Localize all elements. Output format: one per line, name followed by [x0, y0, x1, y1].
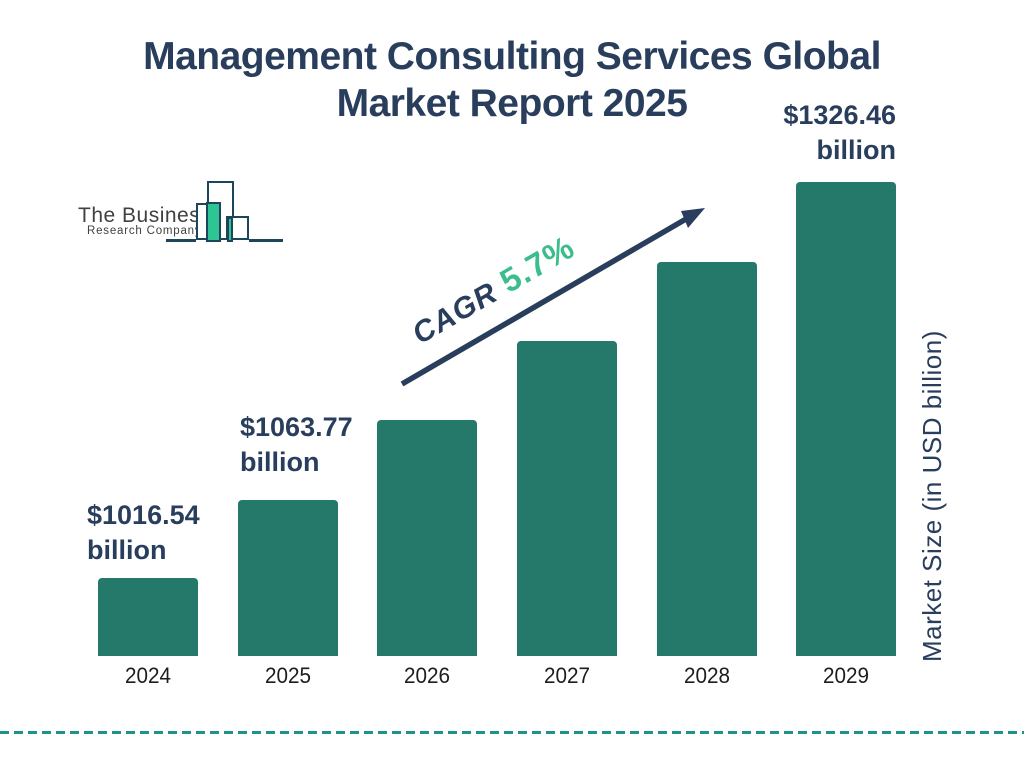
chart-title-line1: Management Consulting Services Global [143, 35, 881, 78]
bar-2029 [796, 182, 896, 656]
value-unit-2025: billion [240, 447, 320, 477]
value-unit-2029: billion [816, 135, 896, 165]
bar-2024 [98, 578, 198, 656]
logo-company-name: The Business [78, 204, 212, 227]
value-unit-2024: billion [87, 535, 167, 565]
value-amount-2025: $1063.77 [240, 412, 353, 442]
x-tick-label-2024: 2024 [124, 663, 172, 688]
brand-logo: The Business Research Company [76, 178, 288, 250]
value-label-2024: $1016.54 billion [87, 498, 200, 568]
bar-2026 [377, 420, 477, 656]
logo-baseline-right [249, 239, 283, 242]
bar-2028 [657, 262, 757, 656]
chart-title: Management Consulting Services Global Mar… [0, 33, 1024, 127]
x-tick-label-2029: 2029 [822, 663, 870, 688]
y-axis-label: Market Size (in USD billion) [917, 330, 947, 662]
chart-title-line2: Market Report 2025 [336, 82, 688, 125]
logo-green-bar-small [227, 217, 233, 242]
logo-company-subname: Research Company [87, 225, 202, 237]
value-amount-2024: $1016.54 [87, 500, 200, 530]
x-tick-label-2026: 2026 [403, 663, 451, 688]
value-label-2029: $1326.46 billion [783, 98, 896, 168]
logo-green-bar-large [206, 202, 221, 242]
logo-baseline-left [166, 239, 196, 242]
x-tick-label-2025: 2025 [264, 663, 312, 688]
bar-2027 [517, 341, 617, 656]
x-tick-label-2028: 2028 [683, 663, 731, 688]
value-label-2025: $1063.77 billion [240, 410, 353, 480]
value-amount-2029: $1326.46 [783, 100, 896, 130]
bottom-dashed-divider [0, 731, 1024, 734]
bar-2025 [238, 500, 338, 656]
x-tick-label-2027: 2027 [543, 663, 591, 688]
